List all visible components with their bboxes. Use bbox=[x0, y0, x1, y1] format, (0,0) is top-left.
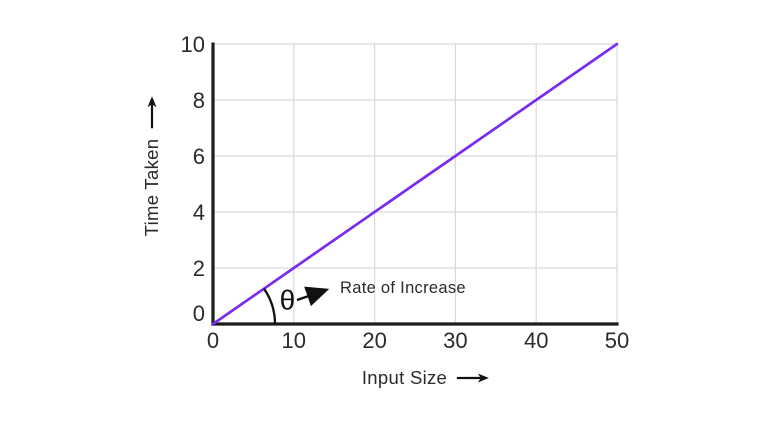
right-arrow-icon bbox=[457, 373, 490, 383]
data-line bbox=[211, 42, 619, 326]
x-tick-label: 20 bbox=[362, 328, 386, 353]
up-arrow-icon bbox=[147, 96, 157, 129]
y-tick-label: 6 bbox=[193, 144, 205, 169]
y-tick-label: 2 bbox=[193, 256, 205, 281]
x-tick-label: 10 bbox=[282, 328, 306, 353]
y-tick-label: 0 bbox=[193, 301, 205, 326]
angle-arc bbox=[263, 288, 277, 325]
x-tick-label: 40 bbox=[524, 328, 548, 353]
y-tick-label: 4 bbox=[193, 200, 205, 225]
y-axis-title: Time Taken bbox=[141, 96, 163, 237]
y-axis-title-label: Time Taken bbox=[141, 138, 162, 237]
x-tick-label: 0 bbox=[207, 328, 219, 353]
x-tick-label: 50 bbox=[605, 328, 629, 353]
x-axis-title-label: Input Size bbox=[361, 367, 448, 388]
x-axis-title: Input Size bbox=[362, 367, 490, 389]
y-tick-label: 10 bbox=[181, 32, 205, 57]
y-tick-label: 8 bbox=[193, 88, 205, 113]
annotation-arrow bbox=[296, 286, 330, 307]
annotation-label: Rate of Increase bbox=[340, 279, 466, 297]
x-tick-label: 30 bbox=[443, 328, 467, 353]
theta-symbol: θ bbox=[280, 285, 296, 316]
